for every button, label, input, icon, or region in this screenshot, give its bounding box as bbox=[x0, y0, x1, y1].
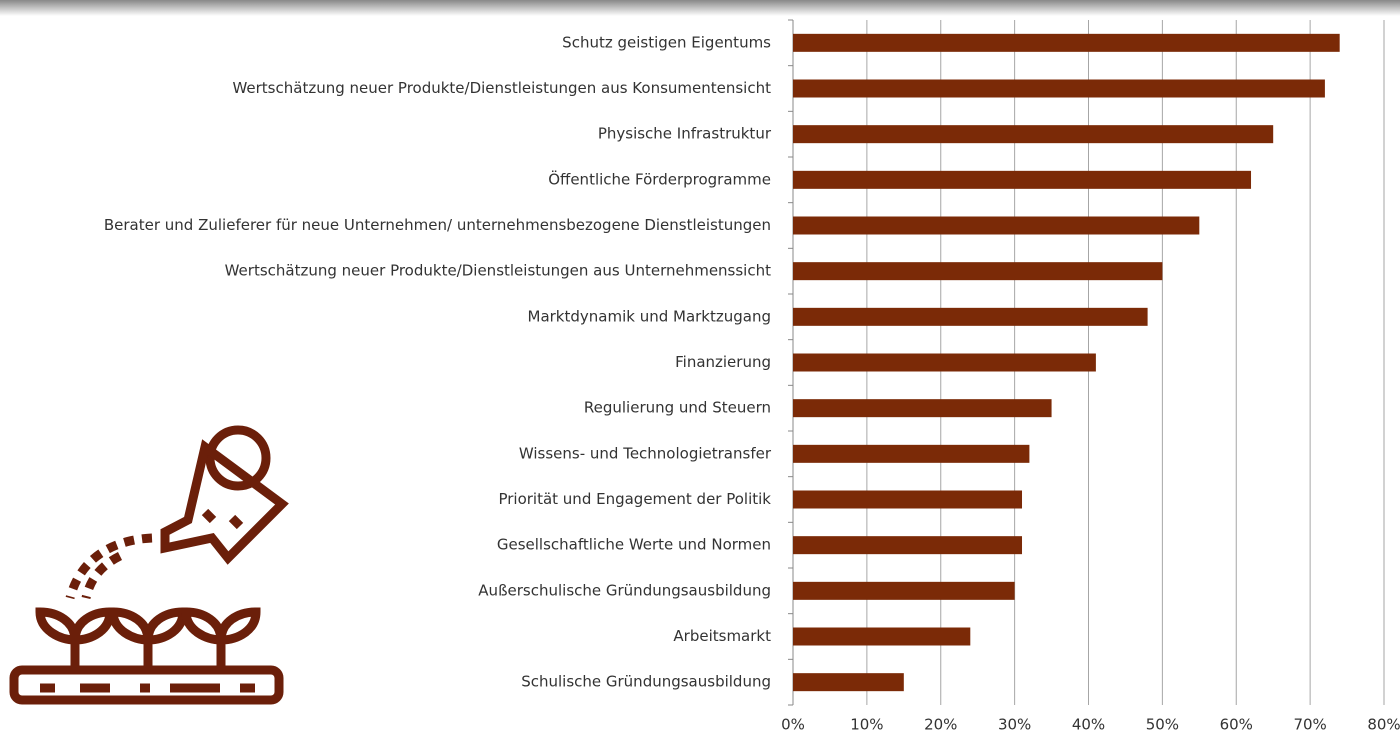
y-tick-label: Wertschätzung neuer Produkte/Dienstleist… bbox=[225, 262, 771, 280]
bar bbox=[793, 673, 904, 691]
y-tick-label: Priorität und Engagement der Politik bbox=[498, 490, 771, 508]
x-tick-label: 30% bbox=[998, 716, 1031, 734]
bar bbox=[793, 491, 1022, 509]
x-tick-label: 50% bbox=[1146, 716, 1179, 734]
y-tick-label: Wertschätzung neuer Produkte/Dienstleist… bbox=[232, 79, 771, 97]
bar bbox=[793, 354, 1096, 372]
bar bbox=[793, 308, 1148, 326]
y-tick-label: Wissens- und Technologietransfer bbox=[519, 444, 772, 462]
y-tick-label: Finanzierung bbox=[675, 353, 771, 371]
y-tick-label: Schulische Gründungsausbildung bbox=[521, 673, 771, 691]
y-tick-label: Gesellschaftliche Werte und Normen bbox=[497, 536, 771, 554]
y-tick-label: Berater und Zulieferer für neue Unterneh… bbox=[104, 216, 771, 234]
x-tick-label: 10% bbox=[850, 716, 883, 734]
bar bbox=[793, 262, 1162, 280]
bar bbox=[793, 171, 1251, 189]
y-tick-label: Physische Infrastruktur bbox=[598, 125, 772, 143]
y-tick-label: Öffentliche Förderprogramme bbox=[548, 169, 771, 188]
bar bbox=[793, 34, 1340, 52]
x-tick-label: 80% bbox=[1367, 716, 1400, 734]
x-tick-label: 60% bbox=[1220, 716, 1253, 734]
page: 0% 10% 20% 30% 40% 50% 60% 70% 80% Schutz geistig… bbox=[0, 0, 1400, 733]
x-tick-label: 70% bbox=[1293, 716, 1326, 734]
top-shadow bbox=[0, 0, 1400, 16]
y-tick-label: Regulierung und Steuern bbox=[584, 399, 771, 417]
x-tick-label: 40% bbox=[1072, 716, 1105, 734]
chart: 0% 10% 20% 30% 40% 50% 60% 70% 80% Schutz geistig… bbox=[0, 0, 1400, 733]
x-tick-label: 0% bbox=[781, 716, 805, 734]
y-tick-label: Marktdynamik und Marktzugang bbox=[528, 307, 772, 325]
y-tick-label: Außerschulische Gründungsausbildung bbox=[478, 581, 771, 599]
bar bbox=[793, 80, 1325, 98]
watering-icon bbox=[14, 430, 282, 700]
bar bbox=[793, 125, 1273, 143]
y-tick-label: Schutz geistigen Eigentums bbox=[562, 33, 771, 51]
bar bbox=[793, 582, 1015, 600]
bar bbox=[793, 217, 1199, 235]
bar bbox=[793, 445, 1029, 463]
bar bbox=[793, 628, 970, 646]
bar bbox=[793, 399, 1052, 417]
bar bbox=[793, 536, 1022, 554]
y-tick-label: Arbeitsmarkt bbox=[673, 627, 771, 645]
x-tick-label: 20% bbox=[924, 716, 957, 734]
